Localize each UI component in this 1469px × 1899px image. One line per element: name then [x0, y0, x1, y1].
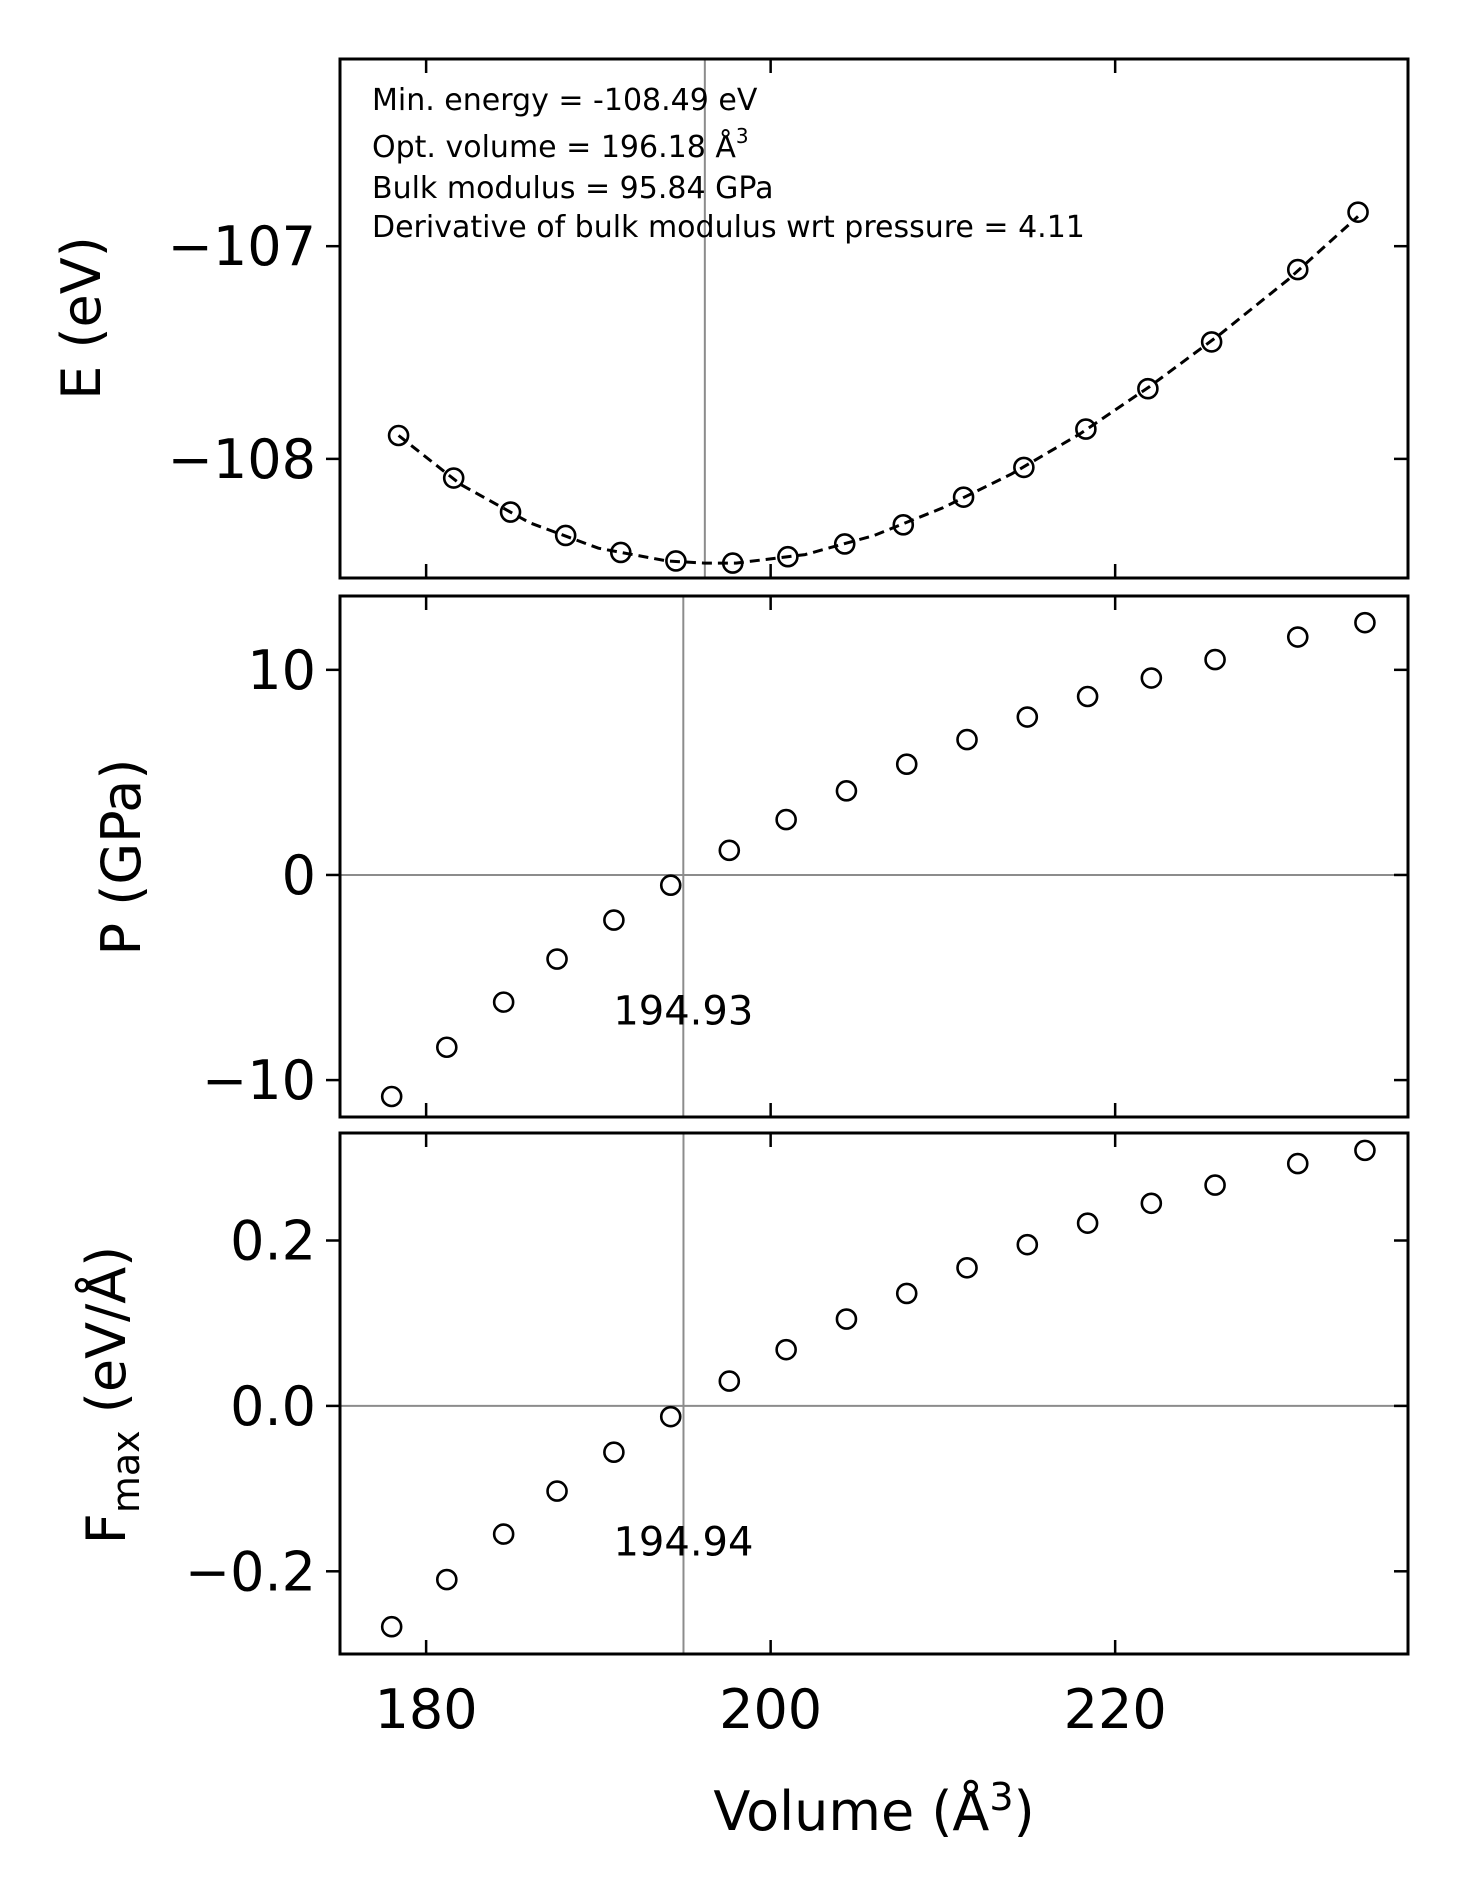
force-data-point: [1286, 1152, 1309, 1175]
force-data-point: [1016, 1233, 1039, 1256]
pressure-data-point: [775, 808, 797, 831]
x-tick-label: 220: [1064, 1678, 1167, 1741]
energy-data-point: [609, 541, 632, 564]
force-data-point: [718, 1370, 741, 1392]
force-axes-frame: [338, 1131, 1410, 1656]
pressure-data-point: [603, 909, 625, 931]
pressure-points: [380, 611, 1376, 1108]
pressure-data-point: [835, 780, 858, 802]
force-y-tick-label: 0.2: [230, 1210, 316, 1273]
force-data-point: [1076, 1212, 1099, 1234]
energy-data-point: [721, 552, 744, 574]
energy-data-point: [833, 533, 856, 555]
energy-annotation-derivative: Derivative of bulk modulus wrt pressure …: [372, 210, 1085, 245]
x-tick-label: 200: [719, 1678, 822, 1741]
energy-data-point: [554, 524, 577, 547]
pressure-zero-crossing-label: 194.93: [613, 989, 753, 1035]
force-data-point: [659, 1405, 682, 1428]
energy-data-point: [1286, 258, 1309, 281]
pressure-y-tick-label: 0: [282, 844, 316, 907]
pressure-data-point: [718, 839, 741, 862]
force-data-point: [603, 1441, 625, 1464]
energy-data-point: [1075, 418, 1097, 440]
pressure-y-label: P (GPa): [90, 759, 153, 956]
pressure-data-point: [1076, 685, 1099, 708]
energy-y-label: E (eV): [50, 236, 113, 400]
energy-ticks: −108 −107: [168, 59, 1408, 578]
force-ticks: −0.2 0.0 0.2: [185, 1133, 1408, 1654]
force-data-point: [1204, 1174, 1226, 1196]
energy-annotation-opt-volume: Opt. volume = 196.18 Å3: [372, 124, 749, 165]
energy-data-point: [952, 486, 975, 508]
force-data-point: [435, 1568, 458, 1591]
pressure-data-point: [659, 874, 682, 897]
force-data-point: [1140, 1192, 1163, 1215]
energy-annotation-bulk-modulus: Bulk modulus = 95.84 GPa: [372, 171, 773, 206]
energy-data-point: [499, 501, 522, 523]
pressure-data-point: [492, 991, 515, 1013]
energy-data-point: [1200, 331, 1223, 353]
force-data-point: [546, 1480, 568, 1502]
x-axis-label: Volume (Å3): [713, 1775, 1034, 1843]
force-y-tick-label: 0.0: [230, 1375, 316, 1438]
energy-panel: −108 −107 E (eV) Min. energy = -108.49 eV…: [50, 57, 1410, 580]
energy-data-point: [665, 550, 687, 572]
x-tick-label: 180: [375, 1678, 478, 1741]
pressure-data-point: [435, 1036, 458, 1059]
pressure-data-point: [546, 948, 568, 970]
force-data-point: [492, 1523, 515, 1545]
force-zero-crossing-label: 194.94: [613, 1520, 753, 1566]
pressure-data-point: [380, 1085, 403, 1108]
force-data-point: [835, 1308, 858, 1330]
force-data-point: [1354, 1139, 1376, 1162]
energy-data-point: [892, 514, 915, 536]
energy-axes-frame: [338, 57, 1410, 580]
energy-annotation-min-energy: Min. energy = -108.49 eV: [372, 83, 758, 118]
pressure-axes-frame: [338, 594, 1410, 1119]
pressure-y-tick-label: 10: [247, 639, 316, 702]
pressure-y-tick-label: −10: [202, 1049, 316, 1112]
force-data-point: [895, 1282, 918, 1305]
energy-data-point: [1013, 456, 1035, 479]
force-data-point: [380, 1615, 403, 1638]
energy-data-point: [1137, 377, 1159, 400]
force-y-label: Fmax (eV/Å): [74, 1246, 148, 1544]
pressure-data-point: [1286, 626, 1309, 648]
pressure-data-point: [956, 728, 978, 751]
pressure-data-point: [1140, 667, 1163, 689]
energy-y-tick-label: −107: [168, 215, 316, 278]
energy-y-tick-label: −108: [168, 428, 316, 491]
force-points: [380, 1139, 1376, 1638]
force-data-point: [956, 1256, 978, 1279]
pressure-data-point: [1016, 706, 1039, 728]
pressure-data-point: [1204, 648, 1226, 671]
energy-fit-curve: [397, 215, 1360, 565]
force-y-tick-label: −0.2: [185, 1540, 316, 1603]
force-panel: −0.20.00.2 Fmax (eV/Å) 194.94 180 200 220 …: [74, 1131, 1410, 1843]
pressure-panel: −10 0 10 P (GPa) 194.93: [90, 594, 1410, 1119]
energy-data-point: [777, 545, 799, 568]
force-data-point: [775, 1338, 797, 1361]
energy-data-point: [442, 467, 465, 489]
pressure-ticks: −10 0 10: [202, 596, 1408, 1117]
energy-data-point: [1347, 201, 1369, 223]
pressure-data-point: [895, 753, 918, 775]
energy-data-point: [387, 424, 410, 447]
energy-points: [387, 201, 1369, 574]
pressure-data-point: [1354, 611, 1376, 634]
x-tick-labels: 180 200 220: [375, 1678, 1167, 1741]
